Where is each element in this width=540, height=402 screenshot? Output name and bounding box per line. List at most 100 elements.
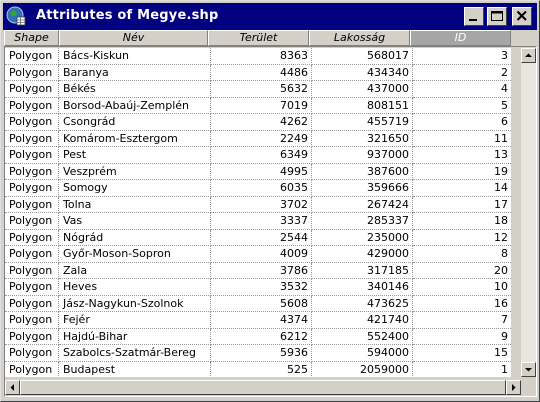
cell-lakossag[interactable]: 437000 (312, 81, 413, 98)
cell-shape[interactable]: Polygon (5, 97, 59, 114)
cell-lakossag[interactable]: 235000 (312, 229, 413, 246)
cell-id[interactable]: 11 (413, 131, 511, 147)
cell-shape[interactable]: Polygon (5, 213, 59, 230)
cell-shape[interactable]: Polygon (5, 328, 59, 345)
cell-terulet[interactable]: 4009 (211, 246, 312, 263)
cell-terulet[interactable]: 8363 (211, 48, 312, 65)
scroll-down-button[interactable] (521, 362, 536, 377)
table-row[interactable]: Polygon Hajdú-Bihar 6212 552400 9 (5, 328, 511, 345)
cell-shape[interactable]: Polygon (5, 229, 59, 246)
cell-shape[interactable]: Polygon (5, 130, 59, 147)
cell-terulet[interactable]: 2544 (211, 229, 312, 246)
table-row[interactable]: Polygon Budapest 525 2059000 1 (5, 361, 511, 378)
cell-lakossag[interactable]: 359666 (312, 180, 413, 197)
vertical-scrollbar[interactable] (521, 48, 536, 377)
cell-nev[interactable]: Fejér (59, 312, 211, 329)
table-row[interactable]: Polygon Heves 3532 340146 10 (5, 279, 511, 296)
cell-nev[interactable]: Baranya (59, 64, 211, 81)
table-row[interactable]: Polygon Zala 3786 317185 20 (5, 262, 511, 279)
cell-id[interactable]: 5 (413, 98, 511, 114)
cell-lakossag[interactable]: 340146 (312, 279, 413, 296)
cell-lakossag[interactable]: 317185 (312, 262, 413, 279)
cell-shape[interactable]: Polygon (5, 180, 59, 197)
cell-id[interactable]: 4 (413, 81, 511, 98)
table-row[interactable]: Polygon Fejér 4374 421740 7 (5, 312, 511, 329)
cell-nev[interactable]: Tolna (59, 196, 211, 213)
table-row[interactable]: Polygon Vas 3337 285337 18 (5, 213, 511, 230)
cell-shape[interactable]: Polygon (5, 262, 59, 279)
cell-nev[interactable]: Pest (59, 147, 211, 164)
cell-terulet[interactable]: 5936 (211, 345, 312, 362)
cell-id[interactable]: 20 (413, 263, 511, 279)
cell-terulet[interactable]: 6035 (211, 180, 312, 197)
cell-id[interactable]: 1 (413, 362, 511, 378)
cell-nev[interactable]: Nógrád (59, 229, 211, 246)
close-button[interactable] (512, 7, 532, 26)
cell-shape[interactable]: Polygon (5, 114, 59, 131)
cell-shape[interactable]: Polygon (5, 147, 59, 164)
cell-id[interactable]: 2 (413, 65, 511, 81)
cell-shape[interactable]: Polygon (5, 246, 59, 263)
cell-shape[interactable]: Polygon (5, 196, 59, 213)
cell-terulet[interactable]: 7019 (211, 97, 312, 114)
cell-nev[interactable]: Békés (59, 81, 211, 98)
cell-terulet[interactable]: 6212 (211, 328, 312, 345)
cell-lakossag[interactable]: 937000 (312, 147, 413, 164)
cell-id[interactable]: 15 (413, 345, 511, 362)
cell-nev[interactable]: Borsod-Abaúj-Zemplén (59, 97, 211, 114)
table-row[interactable]: Polygon Komárom-Esztergom 2249 321650 11 (5, 130, 511, 147)
cell-lakossag[interactable]: 387600 (312, 163, 413, 180)
cell-id[interactable]: 7 (413, 312, 511, 329)
cell-lakossag[interactable]: 267424 (312, 196, 413, 213)
table-row[interactable]: Polygon Veszprém 4995 387600 19 (5, 163, 511, 180)
cell-lakossag[interactable]: 594000 (312, 345, 413, 362)
cell-nev[interactable]: Zala (59, 262, 211, 279)
table-row[interactable]: Polygon Tolna 3702 267424 17 (5, 196, 511, 213)
column-header-id[interactable]: ID (410, 30, 511, 46)
cell-nev[interactable]: Veszprém (59, 163, 211, 180)
cell-lakossag[interactable]: 473625 (312, 295, 413, 312)
table-row[interactable]: Polygon Győr-Moson-Sopron 4009 429000 8 (5, 246, 511, 263)
cell-nev[interactable]: Szabolcs-Szatmár-Bereg (59, 345, 211, 362)
cell-terulet[interactable]: 6349 (211, 147, 312, 164)
cell-nev[interactable]: Heves (59, 279, 211, 296)
title-bar[interactable]: Attributes of Megye.shp (3, 3, 537, 30)
table-row[interactable]: Polygon Bács-Kiskun 8363 568017 3 (5, 48, 511, 65)
cell-id[interactable]: 12 (413, 230, 511, 246)
cell-nev[interactable]: Budapest (59, 361, 211, 377)
column-header-terulet[interactable]: Terület (208, 30, 309, 46)
cell-id[interactable]: 14 (413, 180, 511, 197)
cell-lakossag[interactable]: 421740 (312, 312, 413, 329)
cell-nev[interactable]: Komárom-Esztergom (59, 130, 211, 147)
table-row[interactable]: Polygon Jász-Nagykun-Szolnok 5608 473625 16 (5, 295, 511, 312)
cell-shape[interactable]: Polygon (5, 48, 59, 65)
scroll-left-button[interactable] (5, 380, 20, 395)
cell-lakossag[interactable]: 455719 (312, 114, 413, 131)
cell-shape[interactable]: Polygon (5, 361, 59, 377)
scroll-up-button[interactable] (521, 48, 536, 63)
cell-terulet[interactable]: 3532 (211, 279, 312, 296)
cell-lakossag[interactable]: 568017 (312, 48, 413, 65)
cell-terulet[interactable]: 4262 (211, 114, 312, 131)
table-row[interactable]: Polygon Szabolcs-Szatmár-Bereg 5936 594000 1… (5, 345, 511, 362)
cell-shape[interactable]: Polygon (5, 345, 59, 362)
cell-lakossag[interactable]: 2059000 (312, 361, 413, 377)
cell-id[interactable]: 9 (413, 329, 511, 345)
cell-shape[interactable]: Polygon (5, 295, 59, 312)
table-row[interactable]: Polygon Pest 6349 937000 13 (5, 147, 511, 164)
cell-id[interactable]: 19 (413, 164, 511, 180)
cell-nev[interactable]: Jász-Nagykun-Szolnok (59, 295, 211, 312)
cell-terulet[interactable]: 3702 (211, 196, 312, 213)
cell-id[interactable]: 16 (413, 296, 511, 312)
table-row[interactable]: Polygon Somogy 6035 359666 14 (5, 180, 511, 197)
column-header-shape[interactable]: Shape (4, 30, 59, 46)
cell-lakossag[interactable]: 434340 (312, 64, 413, 81)
maximize-button[interactable] (487, 7, 507, 26)
column-header-nev[interactable]: Név (59, 30, 208, 46)
cell-nev[interactable]: Győr-Moson-Sopron (59, 246, 211, 263)
cell-lakossag[interactable]: 285337 (312, 213, 413, 230)
cell-terulet[interactable]: 4374 (211, 312, 312, 329)
cell-terulet[interactable]: 4995 (211, 163, 312, 180)
cell-id[interactable]: 6 (413, 114, 511, 131)
table-row[interactable]: Polygon Baranya 4486 434340 2 (5, 64, 511, 81)
